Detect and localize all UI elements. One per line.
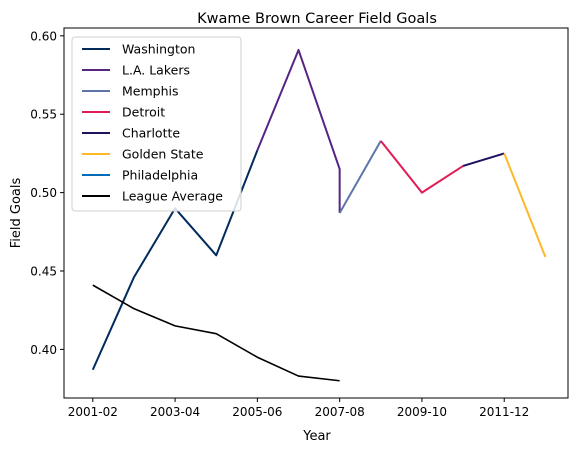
legend-box	[71, 36, 242, 212]
legend: Washington L.A. Lakers Memphis Detroit Charl…	[71, 36, 242, 212]
x-tick-label: 2001-02	[68, 405, 118, 419]
series-line-golden-state	[503, 153, 547, 258]
y-tick-label: 0.60	[30, 29, 57, 43]
x-axis-label: Year	[302, 429, 331, 444]
y-axis: 0.40 0.45 0.50 0.55 0.60	[30, 29, 64, 357]
legend-label: Detroit	[122, 105, 165, 120]
chart-title: Kwame Brown Career Field Goals	[197, 11, 437, 27]
legend-label: League Average	[122, 189, 223, 204]
legend-label: Charlotte	[122, 126, 180, 141]
y-tick-label: 0.45	[30, 265, 57, 279]
series-line-charlotte	[462, 152, 505, 167]
y-tick-label: 0.50	[30, 186, 57, 200]
legend-label: Washington	[122, 42, 195, 57]
y-axis-label: Field Goals	[9, 178, 24, 249]
series-line-memphis	[338, 140, 382, 214]
series-line-detroit	[380, 140, 464, 194]
y-tick-label: 0.55	[30, 108, 57, 122]
x-tick-label: 2005-06	[232, 405, 282, 419]
x-tick-label: 2003-04	[150, 405, 200, 419]
x-tick-label: 2009-10	[397, 405, 447, 419]
x-tick-label: 2007-08	[315, 405, 365, 419]
x-axis: 2001-02 2003-04 2005-06 2007-08 2009-10 2011-…	[68, 398, 529, 419]
legend-label: Golden State	[122, 147, 204, 162]
legend-label: L.A. Lakers	[122, 63, 190, 78]
legend-label: Memphis	[122, 84, 179, 99]
legend-label: Philadelphia	[122, 168, 198, 183]
series-line-league-average	[92, 284, 340, 382]
series-line-l-a-lakers	[256, 48, 341, 213]
y-tick-label: 0.40	[30, 343, 57, 357]
x-tick-label: 2011-12	[479, 405, 529, 419]
plot-frame	[63, 27, 569, 399]
